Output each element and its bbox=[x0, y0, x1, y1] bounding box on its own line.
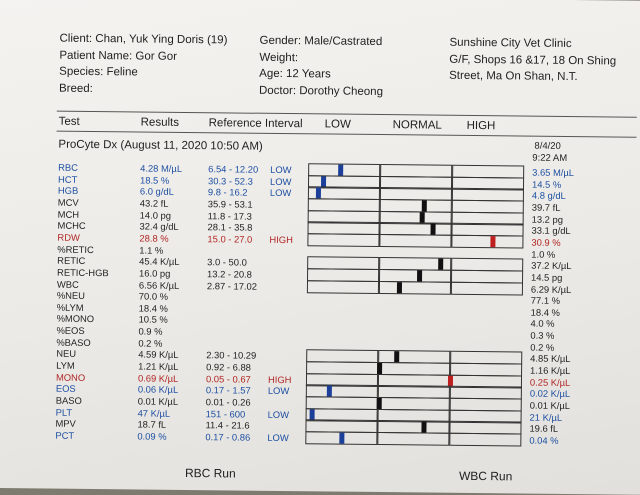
result-marker bbox=[394, 351, 400, 363]
header-divider bbox=[56, 130, 637, 138]
clinic-address-line-2: Street, Ma On Shan, N.T. bbox=[449, 69, 578, 84]
clinic-address-line-1: G/F, Shops 16 &17, 18 On Shing bbox=[449, 53, 617, 67]
test-name: PCT bbox=[55, 429, 75, 441]
result-marker bbox=[396, 281, 403, 293]
previous-run-time: 9:22 AM bbox=[532, 152, 568, 164]
result-marker bbox=[421, 200, 427, 212]
result-marker bbox=[377, 363, 383, 375]
result-marker bbox=[309, 408, 315, 420]
age: Age: 12 Years bbox=[259, 67, 331, 81]
result-marker bbox=[376, 397, 382, 410]
wbc-run-label: WBC Run bbox=[458, 468, 513, 484]
result-marker bbox=[421, 421, 427, 433]
column-header-results: Results bbox=[140, 116, 180, 129]
column-header-high: HIGH bbox=[466, 119, 496, 133]
clinic-info-block: Sunshine City Vet Clinic G/F, Shops 16 &… bbox=[449, 35, 616, 86]
result-marker bbox=[339, 432, 345, 444]
patient-details-block: Gender: Male/Castrated Weight: Age: 12 Y… bbox=[259, 33, 384, 100]
column-header-reference: Reference Interval bbox=[208, 117, 303, 131]
column-header-test: Test bbox=[58, 115, 80, 128]
weight: Weight: bbox=[259, 51, 299, 64]
range-bar bbox=[305, 431, 522, 447]
results-table: RBC 4.28 M/µL 6.54 - 12.20 LOW 3.65 M/µL HCT 1… bbox=[0, 0, 640, 447]
result-marker bbox=[320, 176, 327, 188]
result-marker bbox=[490, 236, 496, 248]
result-marker bbox=[430, 223, 436, 235]
result-marker bbox=[326, 385, 332, 397]
patient-info-block: Client: Chan, Yuk Ying Doris (19) Patien… bbox=[59, 31, 228, 99]
result-marker bbox=[338, 164, 344, 176]
breed: Breed: bbox=[58, 82, 93, 95]
doctor: Doctor: Dorothy Cheong bbox=[258, 84, 384, 98]
clinic-name: Sunshine City Vet Clinic bbox=[449, 36, 572, 51]
column-header-normal: NORMAL bbox=[392, 119, 442, 132]
species: Species: Feline bbox=[59, 65, 138, 79]
reference-interval: 0.17 - 0.86 bbox=[205, 431, 251, 443]
result-marker bbox=[447, 375, 454, 387]
run-title: ProCyte Dx (August 11, 2020 10:50 AM) bbox=[58, 138, 263, 153]
client-name: Client: Chan, Yuk Ying Doris (19) bbox=[59, 32, 228, 47]
previous-run-date: 8/4/20 bbox=[534, 140, 561, 152]
high-zone bbox=[449, 432, 522, 447]
gender: Gender: Male/Castrated bbox=[259, 34, 383, 49]
previous-result: 0.04 % bbox=[529, 434, 559, 446]
result-marker bbox=[438, 258, 444, 270]
result-marker bbox=[315, 187, 321, 199]
rbc-run-label: RBC Run bbox=[184, 465, 236, 481]
result-value: 0.09 % bbox=[137, 430, 167, 442]
normal-zone bbox=[377, 431, 450, 446]
result-marker bbox=[419, 212, 425, 224]
patient-name: Patient Name: Gor Gor bbox=[59, 49, 178, 63]
result-marker bbox=[417, 270, 423, 282]
flag-label: LOW bbox=[267, 431, 289, 444]
column-header-low: LOW bbox=[324, 118, 351, 131]
